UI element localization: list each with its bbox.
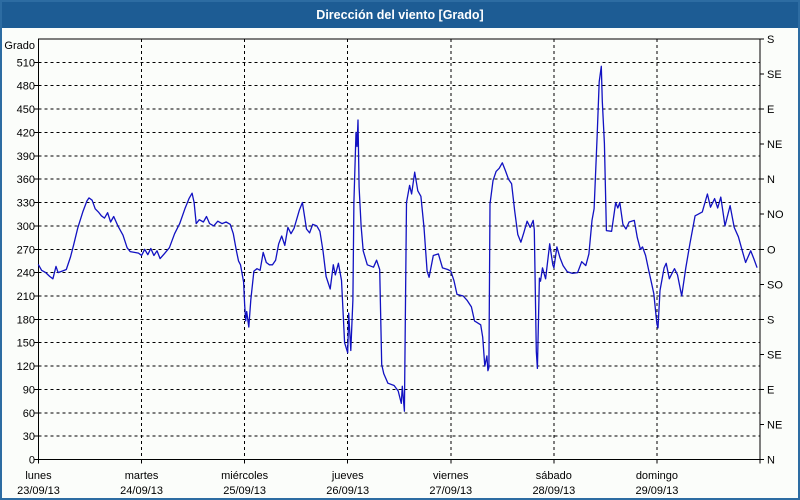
y-axis-tick-label: 300 bbox=[17, 221, 35, 233]
right-axis-cardinal-label: E bbox=[767, 384, 774, 396]
y-axis-tick-label: 360 bbox=[17, 174, 35, 186]
x-axis-date-label: 25/09/13 bbox=[223, 485, 266, 497]
right-axis-cardinal-label: SE bbox=[767, 349, 782, 361]
x-axis-date-label: 28/09/13 bbox=[532, 485, 575, 497]
y-axis-tick-label: 180 bbox=[17, 314, 35, 326]
y-axis-title: Grado bbox=[4, 40, 35, 52]
wind-direction-chart: 0 30 60 90 120 150 180 210 240 270 300 330 360 390 420… bbox=[4, 34, 784, 497]
x-axis-day-label: lunes bbox=[25, 470, 52, 482]
x-axis-day-label: domingo bbox=[636, 470, 678, 482]
right-axis-cardinal-label: SO bbox=[767, 279, 783, 291]
x-axis-date-label: 29/09/13 bbox=[636, 485, 679, 497]
right-axis-cardinal-label: NE bbox=[767, 419, 782, 431]
y-axis-tick-label: 450 bbox=[17, 104, 35, 116]
y-axis-tick-label: 330 bbox=[17, 198, 35, 210]
right-axis-cardinal-label: S bbox=[767, 34, 774, 46]
y-axis-tick-label: 480 bbox=[17, 81, 35, 93]
right-axis-cardinal-label: O bbox=[767, 244, 776, 256]
y-axis-tick-label: 60 bbox=[23, 408, 35, 420]
y-axis-tick-label: 210 bbox=[17, 291, 35, 303]
right-axis-cardinal-label: N bbox=[767, 174, 775, 186]
right-axis-cardinal-label: NO bbox=[767, 209, 784, 221]
window-title: Dirección del viento [Grado] bbox=[316, 8, 484, 22]
y-axis-tick-label: 0 bbox=[29, 455, 35, 467]
x-axis-day-label: viernes bbox=[433, 470, 469, 482]
y-axis-tick-label: 420 bbox=[17, 127, 35, 139]
right-axis-cardinal-label: SE bbox=[767, 69, 782, 81]
y-axis-tick-label: 240 bbox=[17, 268, 35, 280]
right-axis-cardinal-label: N bbox=[767, 455, 775, 467]
x-axis-date-label: 27/09/13 bbox=[429, 485, 472, 497]
x-axis-date-label: 24/09/13 bbox=[120, 485, 163, 497]
right-axis-cardinal-label: E bbox=[767, 104, 774, 116]
x-axis-day-label: jueves bbox=[331, 470, 364, 482]
y-axis-tick-label: 390 bbox=[17, 151, 35, 163]
wind-series-line bbox=[37, 65, 758, 412]
y-axis-tick-label: 270 bbox=[17, 244, 35, 256]
x-axis-date-label: 23/09/13 bbox=[17, 485, 60, 497]
window-title-bar: Dirección del viento [Grado] bbox=[2, 2, 798, 28]
x-axis-day-label: martes bbox=[125, 470, 159, 482]
right-axis-cardinal-label: S bbox=[767, 314, 774, 326]
y-axis-tick-label: 90 bbox=[23, 384, 35, 396]
x-axis-day-label: sábado bbox=[536, 470, 572, 482]
right-axis-cardinal-label: NE bbox=[767, 139, 782, 151]
y-axis-tick-label: 510 bbox=[17, 57, 35, 69]
x-axis-day-label: miércoles bbox=[221, 470, 269, 482]
y-axis-tick-label: 120 bbox=[17, 361, 35, 373]
y-axis-tick-label: 150 bbox=[17, 338, 35, 350]
chart-area: 0 30 60 90 120 150 180 210 240 270 300 330 360 390 420… bbox=[2, 28, 798, 498]
y-axis-tick-label: 30 bbox=[23, 431, 35, 443]
x-axis-date-label: 26/09/13 bbox=[326, 485, 369, 497]
